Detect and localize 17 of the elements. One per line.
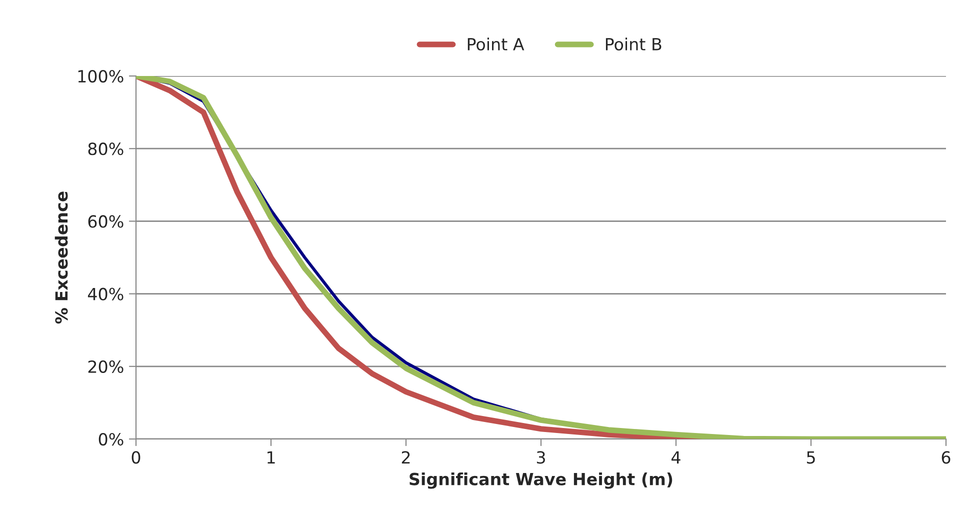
- x-tick-label: 6: [942, 451, 950, 464]
- x-tick-label: 0: [132, 451, 140, 464]
- x-tick-label: 3: [536, 451, 545, 464]
- x-tick-label: 1: [268, 451, 275, 464]
- y-tick-label: 80%: [88, 142, 124, 156]
- y-tick-label: 40%: [88, 288, 124, 300]
- y-tick-label: 100%: [78, 70, 124, 83]
- legend-label: Point A: [468, 38, 524, 51]
- y-axis-title: % Exceedence: [54, 192, 68, 324]
- y-tick-label: 20%: [88, 360, 124, 373]
- x-tick-label: 2: [402, 451, 410, 464]
- y-tick-label: 60%: [88, 215, 124, 228]
- y-tick-label: 0%: [98, 432, 124, 446]
- x-axis-title: Significant Wave Height (m): [410, 472, 672, 489]
- legend-label: Point B: [606, 38, 662, 51]
- x-tick-label: 4: [672, 451, 680, 464]
- x-tick-label: 5: [806, 451, 815, 464]
